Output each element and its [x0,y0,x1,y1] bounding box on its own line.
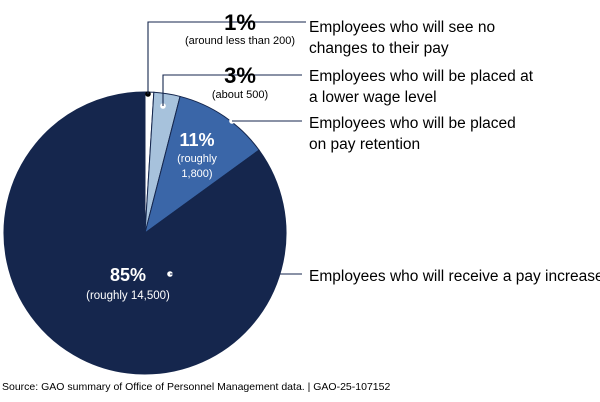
pie-slice-3 [144,95,260,235]
slice-2-description: a lower wage level [309,89,437,106]
leader-line-2 [162,74,302,106]
slice-4-description: Employees who will receive a pay increas… [309,268,600,285]
slice-2-sub-label: (about 500) [212,89,268,101]
pie-slice-4 [3,91,287,375]
source-note: Source: GAO summary of Office of Personn… [2,381,391,393]
slice-4-percent-label: 85% [110,265,146,285]
slice-1-sub-label: (around less than 200) [185,35,295,47]
slice-2-percent-label: 3% [224,63,256,88]
slice-3-sub-label: 1,800) [181,168,212,180]
slice-3-description: on pay retention [309,136,420,153]
slice-3-description: Employees who will be placed [309,115,516,132]
slice-1-percent-label: 1% [224,10,256,35]
pie-chart: 1%(around less than 200) Employees who wi… [3,10,600,375]
slice-4-sub-label: (roughly 14,500) [86,290,170,302]
slice-3-sub-label: (roughly [177,153,217,165]
slice-1-description: Employees who will see no [309,19,495,36]
slice-1-description: changes to their pay [309,40,449,57]
slice-2-description: Employees who will be placed at [309,68,534,85]
slice-3-percent-label: 11% [179,130,214,150]
leader-line-1 [147,21,306,94]
